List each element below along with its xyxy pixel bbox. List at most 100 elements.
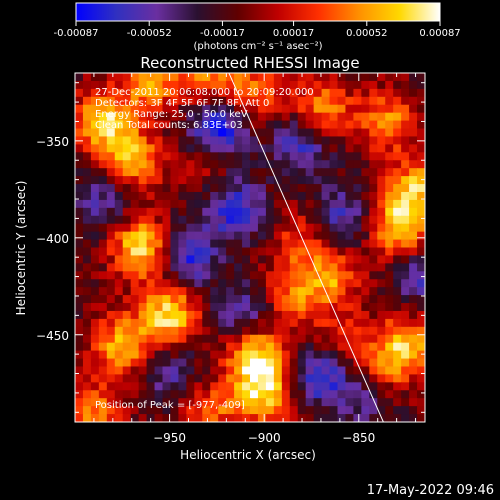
heatmap-cell	[170, 207, 179, 217]
heatmap-cell	[401, 366, 410, 376]
heatmap-cell	[257, 176, 267, 185]
heatmap-cell	[361, 374, 370, 383]
heatmap-cell	[122, 358, 132, 368]
heatmap-cell	[194, 231, 203, 241]
heatmap-cell	[313, 128, 323, 138]
heatmap-cell	[242, 310, 251, 320]
heatmap-cell	[202, 112, 211, 122]
heatmap-cell	[401, 152, 410, 161]
heatmap-cell	[329, 128, 339, 138]
heatmap-cell	[130, 398, 140, 407]
heatmap-cell	[194, 184, 203, 193]
heatmap-cell	[361, 406, 370, 415]
heatmap-cell	[409, 231, 418, 241]
heatmap-cell	[369, 287, 378, 296]
heatmap-cell	[154, 152, 164, 161]
heatmap-cell	[234, 199, 243, 209]
heatmap-cell	[122, 136, 132, 145]
heatmap-cell	[321, 184, 331, 193]
heatmap-cell	[122, 414, 132, 422]
heatmap-cell	[154, 168, 164, 177]
heatmap-cell	[313, 382, 323, 391]
heatmap-cell	[329, 398, 339, 407]
heatmap-cell	[393, 176, 402, 185]
heatmap-cell	[289, 255, 299, 264]
heatmap-cell	[218, 80, 227, 90]
heatmap-cell	[114, 366, 124, 376]
heatmap-cell	[210, 152, 219, 161]
heatmap-cell	[162, 350, 172, 360]
heatmap-cell	[170, 120, 179, 130]
heatmap-cell	[257, 80, 267, 90]
heatmap-cell	[401, 207, 410, 217]
heatmap-cell	[82, 160, 92, 169]
heatmap-cell	[194, 255, 203, 264]
heatmap-cell	[353, 271, 362, 280]
heatmap-cell	[401, 310, 410, 320]
heatmap-cell	[417, 191, 425, 201]
heatmap-cell	[75, 184, 84, 193]
heatmap-cell	[321, 374, 331, 383]
heatmap-cell	[265, 366, 275, 376]
heatmap-cell	[114, 303, 124, 312]
heatmap-cell	[321, 215, 331, 225]
heatmap-cell	[265, 342, 275, 352]
heatmap-cell	[305, 279, 315, 288]
heatmap-cell	[385, 366, 394, 376]
heatmap-cell	[265, 215, 275, 225]
heatmap-cell	[234, 96, 243, 106]
heatmap-cell	[114, 96, 124, 106]
heatmap-cell	[313, 223, 323, 233]
heatmap-cell	[305, 239, 315, 249]
heatmap-cell	[385, 358, 394, 368]
heatmap-cell	[369, 231, 378, 241]
heatmap-cell	[353, 303, 362, 312]
heatmap-cell	[305, 176, 315, 185]
heatmap-cell	[385, 144, 394, 153]
heatmap-cell	[393, 88, 402, 98]
heatmap-cell	[154, 247, 164, 257]
heatmap-cell	[281, 287, 291, 296]
heatmap-cell	[98, 215, 108, 225]
heatmap-cell	[417, 96, 425, 106]
heatmap-cell	[162, 255, 172, 264]
heatmap-cell	[250, 390, 259, 399]
heatmap-cell	[106, 398, 116, 407]
heatmap-cell	[186, 96, 195, 106]
heatmap-cell	[361, 358, 370, 368]
heatmap-cell	[337, 73, 347, 82]
heatmap-cell	[226, 112, 235, 122]
heatmap-cell	[321, 247, 331, 257]
heatmap-cell	[409, 334, 418, 344]
heatmap-cell	[305, 310, 315, 320]
heatmap-cell	[234, 310, 243, 320]
heatmap-cell	[242, 279, 251, 288]
heatmap-cell	[170, 112, 179, 122]
heatmap-cell	[114, 104, 124, 114]
heatmap-cell	[409, 160, 418, 169]
heatmap-cell	[281, 128, 291, 138]
heatmap-cell	[130, 255, 140, 264]
heatmap-cell	[353, 223, 362, 233]
heatmap-cell	[130, 231, 140, 241]
heatmap-cell	[242, 326, 251, 336]
heatmap-cell	[186, 136, 195, 145]
heatmap-cell	[250, 128, 259, 138]
heatmap-cell	[154, 104, 164, 114]
heatmap-cell	[178, 398, 187, 407]
heatmap-cell	[122, 318, 132, 328]
heatmap-cell	[186, 271, 195, 280]
heatmap-cell	[202, 168, 211, 177]
heatmap-cell	[353, 398, 362, 407]
heatmap-cell	[194, 310, 203, 320]
heatmap-cell	[345, 382, 354, 391]
heatmap-cell	[401, 112, 410, 122]
heatmap-cell	[345, 279, 354, 288]
heatmap-cell	[106, 318, 116, 328]
heatmap-cell	[162, 207, 172, 217]
heatmap-cell	[218, 295, 227, 304]
timestamp: 17-May-2022 09:46	[367, 483, 494, 498]
heatmap-cell	[305, 231, 315, 241]
heatmap-cell	[122, 382, 132, 391]
heatmap-cell	[162, 104, 172, 114]
